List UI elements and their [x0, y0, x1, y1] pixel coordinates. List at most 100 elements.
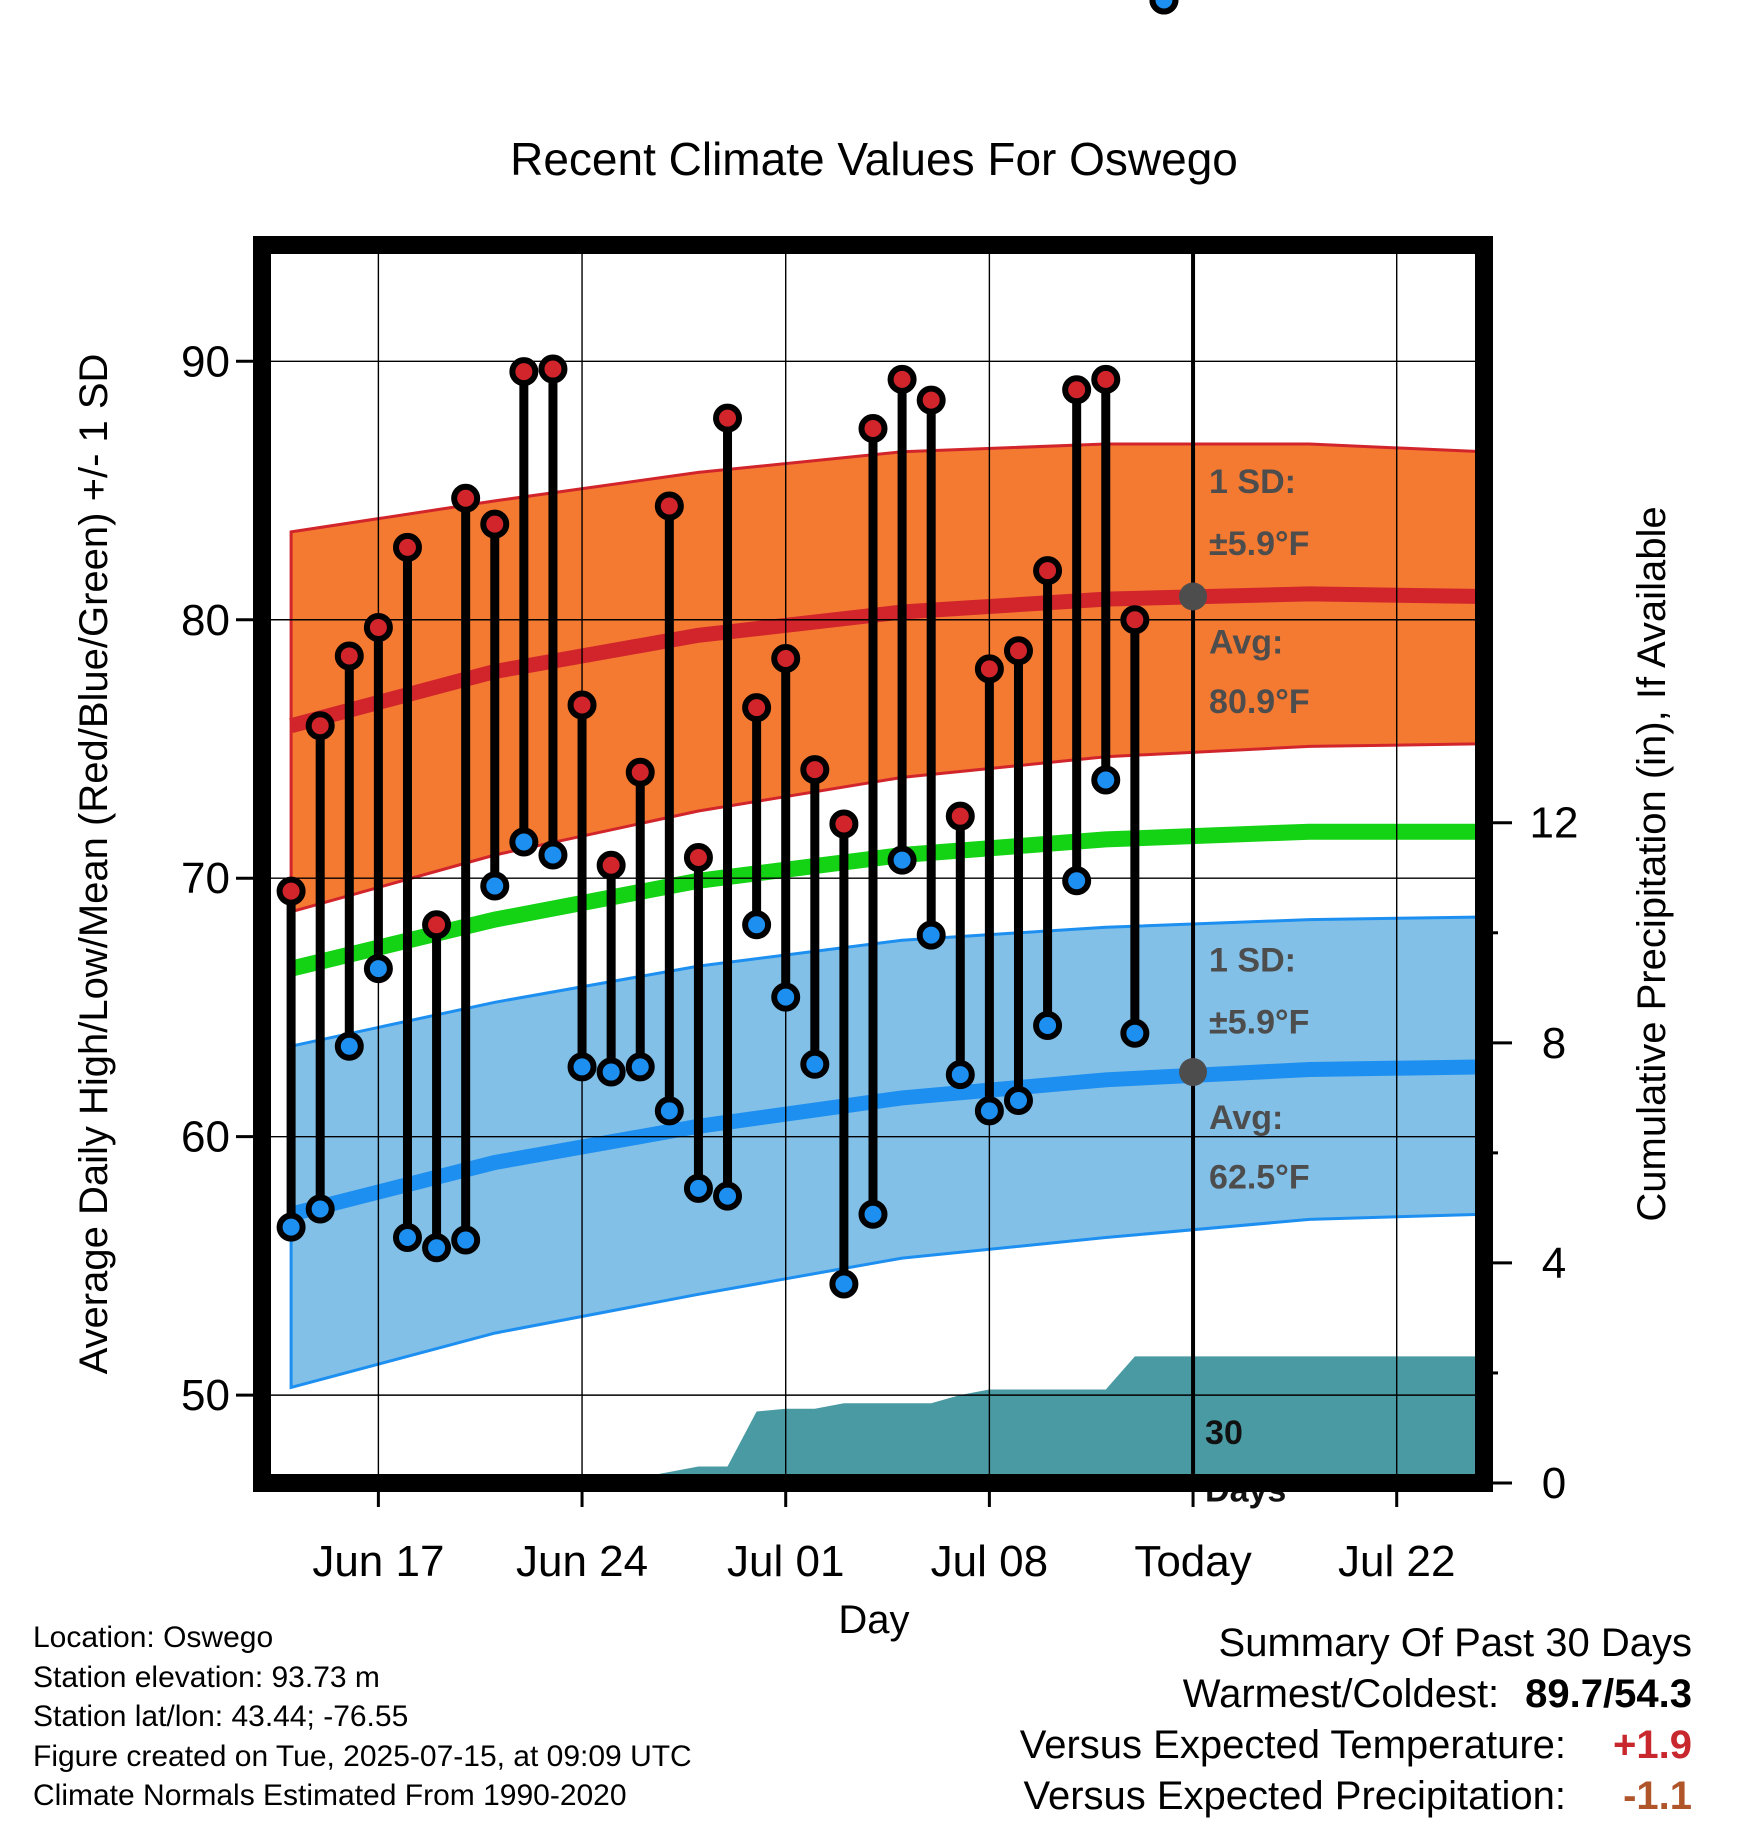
- low-sd-band: [289, 915, 1484, 1390]
- avg-low-line: [289, 1059, 1484, 1222]
- daily-low-point: [305, 1194, 335, 1224]
- chart-title: Recent Climate Values For Oswego: [510, 133, 1238, 185]
- warm-cold-value: 89.7/54.3: [1525, 1672, 1692, 1716]
- daily-high-point: [742, 693, 772, 723]
- daily-high-point: [771, 644, 801, 674]
- y-tick-label: 60: [181, 1113, 230, 1162]
- daily-low-point: [1149, 0, 1179, 15]
- daily-high-point: [480, 509, 510, 539]
- daily-high-point: [1062, 375, 1092, 405]
- daily-high-point: [334, 641, 364, 671]
- daily-high-point: [625, 757, 655, 787]
- daily-high-point: [1003, 636, 1033, 666]
- daily-high-point: [305, 711, 335, 741]
- daily-low-point: [596, 1057, 626, 1087]
- daily-low-point: [771, 982, 801, 1012]
- daily-high-point: [858, 414, 888, 444]
- daily-low-point: [480, 871, 510, 901]
- daily-high-point: [654, 491, 684, 521]
- daily-low-point: [538, 840, 568, 870]
- y2-axis-title: Cumulative Precipitation (in), If Availa…: [1630, 506, 1674, 1221]
- summary-panel: Summary Of Past 30 Days Warmest/Coldest:…: [1020, 1618, 1692, 1822]
- x-tick-label: Jul 22: [1338, 1537, 1455, 1586]
- daily-low-point: [1033, 1011, 1063, 1041]
- y2-tick-label: 0: [1542, 1459, 1566, 1508]
- daily-high-point: [451, 483, 481, 513]
- x-tick-label: Today: [1134, 1537, 1251, 1586]
- today-high-normal-marker: [1179, 582, 1208, 611]
- low-avg-value: 62.5°F: [1209, 1158, 1310, 1196]
- daily-high-point: [1091, 364, 1121, 394]
- y-tick-label: 70: [181, 854, 230, 903]
- daily-high-point: [800, 755, 830, 785]
- y2-tick-label: 8: [1542, 1019, 1566, 1068]
- x-tick-label: Jun 24: [516, 1537, 648, 1586]
- summary-heading: Summary Of Past 30 Days: [1218, 1621, 1692, 1665]
- daily-high-point: [538, 354, 568, 384]
- today-low-normal-marker: [1179, 1058, 1208, 1087]
- high-sd-value: ±5.9°F: [1209, 525, 1309, 563]
- daily-low-point: [1091, 765, 1121, 795]
- low-sd-label: 1 SD:: [1209, 941, 1296, 979]
- low-avg-label: Avg:: [1209, 1099, 1283, 1137]
- daily-high-point: [276, 876, 306, 906]
- daily-low-point: [334, 1031, 364, 1061]
- high-avg-label: Avg:: [1209, 623, 1283, 661]
- daily-high-point: [945, 801, 975, 831]
- high-avg-value: 80.9°F: [1209, 683, 1310, 721]
- summary-warm-cold-row: Warmest/Coldest: 89.7/54.3: [1020, 1669, 1692, 1720]
- chart-axes: 50 60 70 80 90 0 4 8 12 Jun 17 Jun 24 Jul 01 Jul 08 T…: [181, 337, 1578, 1586]
- daily-high-point: [596, 850, 626, 880]
- y-tick-label: 90: [181, 337, 230, 386]
- y-tick-label: 80: [181, 596, 230, 645]
- precip-area: [262, 1356, 1484, 1483]
- daily-high-point: [974, 654, 1004, 684]
- station-info: Location: Oswego Station elevation: 93.7…: [33, 1618, 692, 1816]
- daily-high-point: [829, 809, 859, 839]
- elevation-text: Station elevation: 93.73 m: [33, 1660, 380, 1694]
- y2-tick-label: 4: [1542, 1239, 1566, 1288]
- location-text: Location: Oswego: [33, 1621, 274, 1654]
- precip-value: -1.1: [1623, 1774, 1692, 1818]
- daily-low-point: [422, 1233, 452, 1263]
- daily-high-point: [1033, 556, 1063, 586]
- y-axis-title: Average Daily High/Low/Mean (Red/Blue/Gr…: [72, 354, 116, 1375]
- x-tick-label: Jul 01: [727, 1537, 844, 1586]
- latlon-text: Station lat/lon: 43.44; -76.55: [33, 1700, 409, 1733]
- normals-period-text: Climate Normals Estimated From 1990-2020: [33, 1779, 627, 1812]
- daily-low-point: [392, 1222, 422, 1252]
- daily-low-point: [567, 1052, 597, 1082]
- daily-low-point: [1003, 1085, 1033, 1115]
- daily-high-point: [713, 403, 743, 433]
- temp-label: Versus Expected Temperature:: [1019, 1723, 1566, 1767]
- y2-tick-label: 12: [1530, 799, 1579, 848]
- daily-low-point: [974, 1096, 1004, 1126]
- daily-low-point: [887, 845, 917, 875]
- daily-low-point: [1120, 1018, 1150, 1048]
- daily-low-point: [625, 1052, 655, 1082]
- daily-high-point: [887, 364, 917, 394]
- high-sd-band: [289, 442, 1484, 914]
- precip-label: Versus Expected Precipitation:: [1023, 1774, 1566, 1818]
- y-tick-label: 50: [181, 1371, 230, 1420]
- daily-low-point: [683, 1173, 713, 1203]
- daily-high-point: [683, 843, 713, 873]
- created-text: Figure created on Tue, 2025-07-15, at 09…: [33, 1739, 692, 1773]
- summary-temp-row: Versus Expected Temperature: +1.9: [1020, 1720, 1692, 1771]
- warm-cold-label: Warmest/Coldest:: [1182, 1672, 1500, 1716]
- chart-overlay: 1 SD: ±5.9°F Avg: 80.9°F 1 SD: ±5.9°F Avg: 62.5…: [276, 0, 1310, 1509]
- daily-low-point: [829, 1269, 859, 1299]
- temp-value: +1.9: [1613, 1723, 1692, 1767]
- daily-low-point: [276, 1212, 306, 1242]
- daily-high-point: [567, 690, 597, 720]
- daily-high-point: [1120, 605, 1150, 635]
- high-sd-label: 1 SD:: [1209, 463, 1296, 501]
- daily-high-point: [422, 910, 452, 940]
- daily-low-point: [713, 1181, 743, 1211]
- daily-low-point: [451, 1225, 481, 1255]
- plot-frame: [253, 236, 1493, 1492]
- precip-days-number: 30: [1205, 1414, 1243, 1452]
- daily-high-point: [392, 532, 422, 562]
- daily-high-point: [916, 385, 946, 415]
